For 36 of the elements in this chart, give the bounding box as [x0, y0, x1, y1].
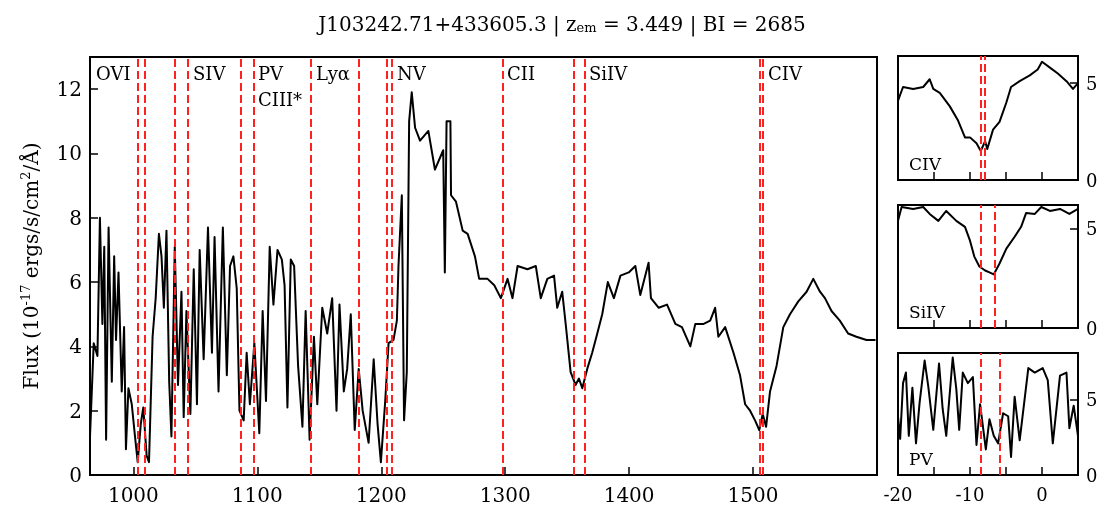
y-tick-label: 8 — [69, 205, 82, 230]
y-tick-label: 10 — [56, 141, 82, 166]
y-tick-label: 5 — [1086, 218, 1098, 240]
y-tick-label: 5 — [1086, 389, 1098, 411]
x-tick-label: -10 — [955, 483, 985, 505]
x-tick-label: 1000 — [107, 483, 159, 507]
annotation: OVI — [96, 62, 131, 84]
annotation: NV — [397, 62, 427, 84]
x-tick-label: -20 — [883, 483, 913, 505]
annotation: SIV — [193, 62, 227, 84]
y-tick-label: 0 — [1086, 169, 1098, 191]
x-tick-label: 1500 — [727, 483, 779, 507]
y-tick-label: 0 — [69, 463, 82, 487]
y-tick-label: 4 — [69, 334, 82, 359]
annotation: PV — [258, 62, 285, 84]
y-tick-label: 12 — [56, 77, 82, 102]
x-tick-label: 1100 — [231, 483, 283, 507]
annotation: Lyα — [316, 62, 350, 84]
y-tick-label: 6 — [69, 270, 82, 295]
x-tick-label: 0 — [1036, 483, 1048, 505]
y-axis-title: Flux (10-17 ergs/s/cm2/Å) — [17, 142, 43, 390]
annotation: CIII* — [258, 88, 303, 110]
text: SiIV — [909, 301, 946, 322]
y-tick-label: 0 — [1086, 464, 1098, 486]
y-tick-label: 2 — [69, 398, 82, 423]
text: CIV — [909, 153, 942, 174]
y-tick-label: 0 — [1086, 317, 1098, 339]
text: PV — [909, 448, 934, 469]
annotation: CIV — [768, 62, 803, 84]
x-tick-label: 1400 — [603, 483, 655, 507]
annotation: SiIV — [589, 62, 629, 84]
annotation: CII — [507, 62, 535, 84]
chart-title: J103242.71+433605.3 | zem = 3.449 | BI = 2685 — [316, 11, 806, 37]
x-tick-label: 1200 — [355, 483, 407, 507]
y-tick-label: 5 — [1086, 72, 1098, 94]
x-tick-label: 1300 — [479, 483, 531, 507]
